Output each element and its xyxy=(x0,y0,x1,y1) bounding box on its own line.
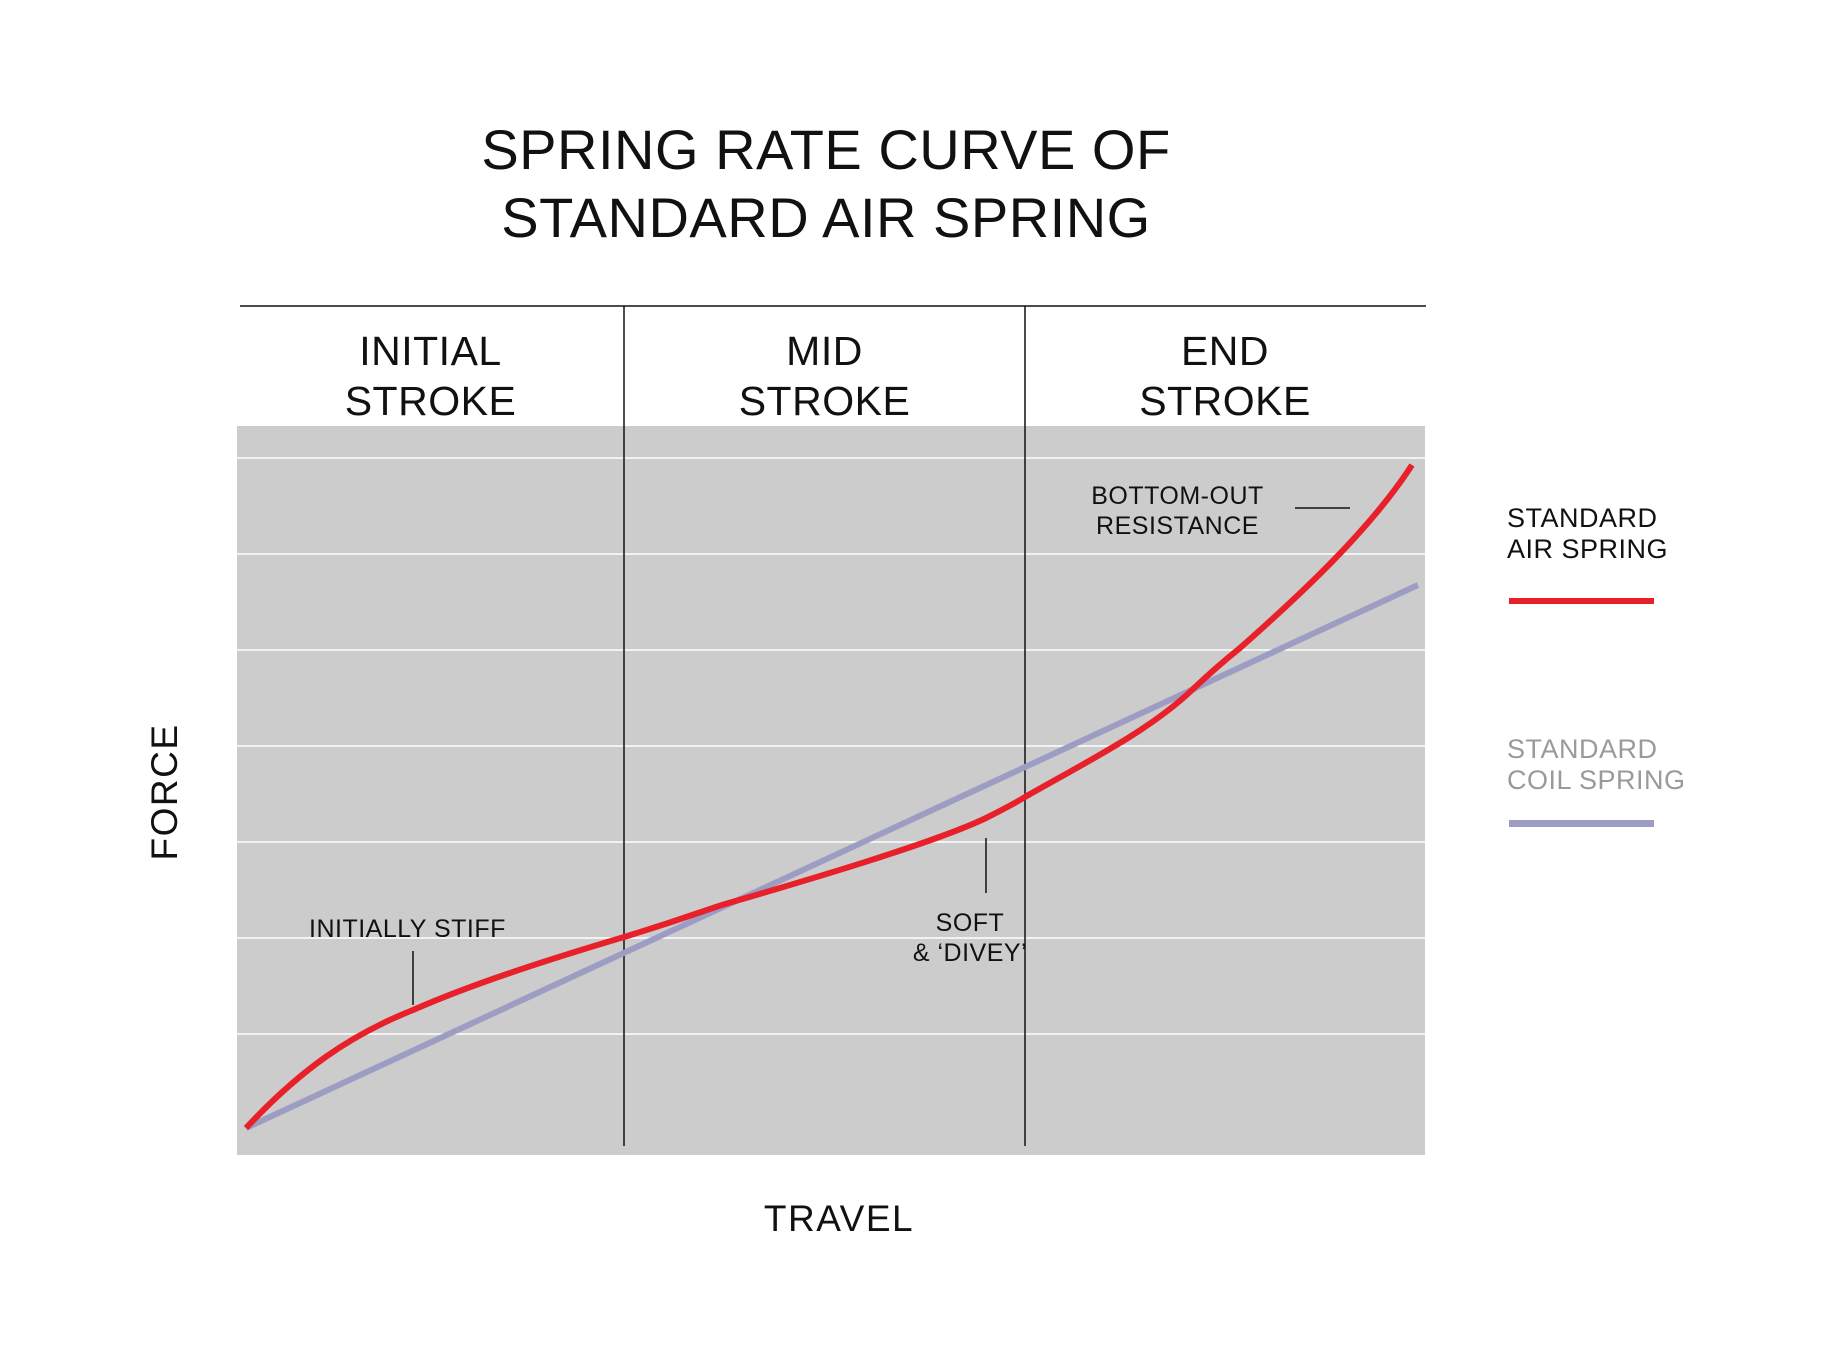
annotation-soft-line-1: SOFT xyxy=(935,909,1005,937)
annotation-bottom-line-1: BOTTOM-OUT xyxy=(1091,482,1264,510)
x-axis-label: TRAVEL xyxy=(763,1198,915,1239)
phase-label-line-2: STROKE xyxy=(1139,378,1311,424)
chart-title-line-2: STANDARD AIR SPRING xyxy=(501,186,1151,249)
phase-end-stroke: END STROKE xyxy=(1025,326,1425,426)
legend-air-line-2: AIR SPRING xyxy=(1507,534,1669,564)
phase-mid-stroke: MID STROKE xyxy=(624,326,1025,426)
legend-coil-line-2: COIL SPRING xyxy=(1507,765,1686,795)
legend-item-coil-spring: STANDARD COIL SPRING xyxy=(1507,734,1686,796)
legend-swatch-coil xyxy=(1509,820,1654,827)
legend-item-air-spring: STANDARD AIR SPRING xyxy=(1507,503,1668,565)
phase-label-line-2: STROKE xyxy=(738,378,911,424)
phase-label-line-1: MID xyxy=(786,328,863,374)
legend-coil-line-1: STANDARD xyxy=(1507,734,1658,764)
annotation-bottom-line-2: RESISTANCE xyxy=(1096,512,1259,540)
legend-air-line-1: STANDARD xyxy=(1507,503,1658,533)
annotation-initially-stiff: INITIALLY STIFF xyxy=(309,915,506,943)
series-air-spring xyxy=(243,463,1415,1131)
series-coil-spring xyxy=(244,582,1420,1131)
phase-label-line-1: INITIAL xyxy=(359,328,502,374)
annotation-soft-line-2: & ‘DIVEY’ xyxy=(912,939,1028,967)
chart-title-line-1: SPRING RATE CURVE OF xyxy=(481,118,1171,181)
phase-initial-stroke: INITIAL STROKE xyxy=(237,326,624,426)
phase-label-line-1: END xyxy=(1180,328,1270,374)
phase-label-line-2: STROKE xyxy=(344,378,517,424)
legend-swatch-air xyxy=(1509,598,1654,604)
grid-lines xyxy=(237,457,1425,1035)
annotation-bottom-out: BOTTOM-OUT RESISTANCE xyxy=(1070,481,1285,541)
annotation-soft-divey: SOFT & ‘DIVEY’ xyxy=(880,908,1060,968)
y-axis-label: FORCE xyxy=(144,723,185,861)
